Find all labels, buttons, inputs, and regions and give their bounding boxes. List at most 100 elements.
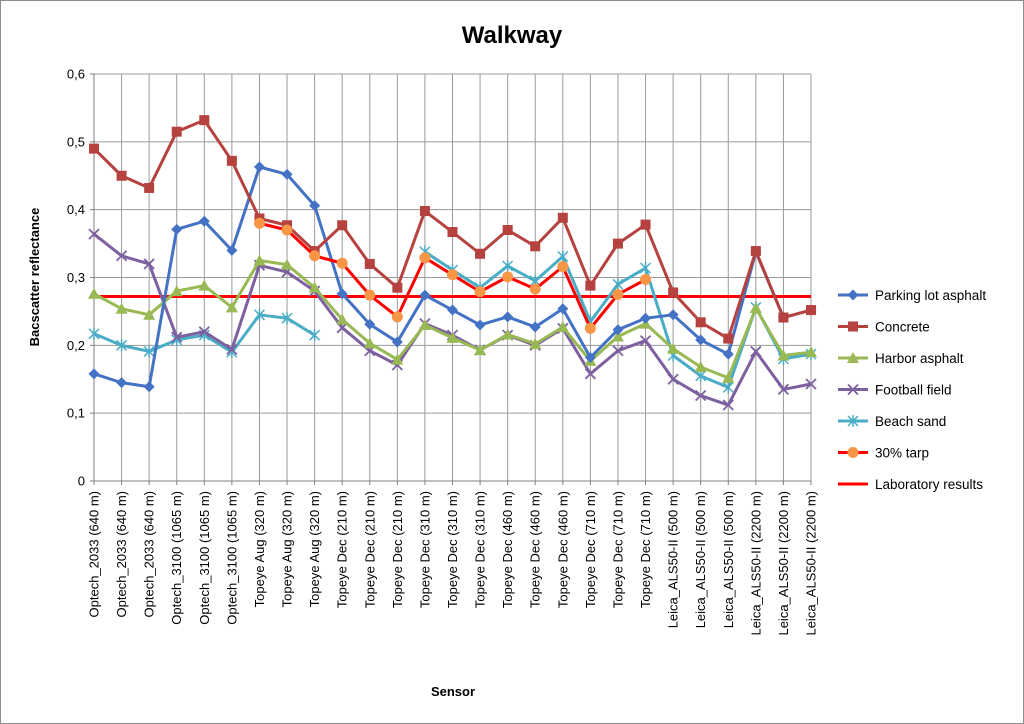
point-marker — [612, 324, 624, 336]
legend-label: Football field — [875, 383, 952, 398]
y-axis-ticks: 0 0,1 0,2 0,3 0,4 0,5 0,6 — [67, 67, 94, 489]
x-tick-label: Leica_ALS50-II (500 m) — [721, 491, 736, 628]
x-tick-label: Topeye Dec (210 m) — [335, 491, 350, 608]
point-marker — [391, 336, 403, 348]
x-tick-label: Topeye Dec (210 m) — [362, 491, 377, 608]
point-marker — [847, 447, 859, 458]
point-marker — [584, 368, 597, 380]
x-tick-label: Topeye Dec (210 m) — [390, 491, 405, 608]
point-marker — [337, 220, 348, 231]
point-marker — [848, 321, 858, 332]
point-marker — [253, 217, 265, 229]
point-marker — [419, 206, 430, 217]
legend-item: Harbor asphalt — [838, 351, 964, 366]
point-marker — [336, 313, 349, 325]
point-marker — [777, 383, 790, 396]
point-marker — [695, 389, 707, 402]
point-marker — [89, 143, 99, 154]
y-tick-label: 0 — [78, 474, 85, 489]
point-marker — [446, 331, 459, 343]
point-marker — [281, 168, 293, 180]
point-marker — [750, 246, 761, 257]
series-layer — [88, 115, 817, 411]
point-marker — [88, 228, 100, 240]
y-axis-title: Bacscatter reflectance — [27, 208, 42, 347]
point-marker — [502, 259, 514, 272]
point-marker — [447, 227, 458, 238]
x-tick-label: Topeye Dec (710 m) — [610, 491, 625, 608]
point-marker — [364, 289, 376, 301]
point-marker — [557, 212, 568, 223]
legend-item: 30% tarp — [838, 446, 929, 461]
x-tick-label: Leica_ALS50-II (500 m) — [693, 491, 708, 628]
point-marker — [363, 337, 376, 349]
point-marker — [557, 303, 569, 315]
point-marker — [225, 301, 238, 313]
x-tick-label: Topeye Dec (310 m) — [445, 491, 460, 608]
point-marker — [143, 345, 155, 358]
point-marker — [364, 258, 375, 269]
point-marker — [309, 329, 321, 342]
point-marker — [419, 289, 431, 301]
point-marker — [722, 399, 734, 411]
point-marker — [116, 377, 128, 389]
point-marker — [198, 279, 211, 291]
point-marker — [170, 285, 183, 297]
x-tick-label: Leica_ALS50-II (2200 m) — [804, 491, 819, 636]
point-marker — [309, 250, 321, 262]
point-marker — [115, 250, 128, 262]
legend-item: Concrete — [838, 320, 930, 335]
x-tick-label: Optech_3100 (1065 m) — [169, 491, 184, 625]
legend-item: Parking lot asphalt — [838, 288, 986, 303]
legend-label: Concrete — [875, 320, 930, 335]
point-marker — [364, 318, 376, 330]
y-tick-label: 0,2 — [67, 338, 85, 353]
point-marker — [116, 170, 127, 181]
point-marker — [447, 304, 458, 316]
x-tick-label: Leica_ALS50-II (500 m) — [666, 491, 681, 628]
point-marker — [695, 317, 706, 328]
point-marker — [695, 334, 707, 346]
point-marker — [115, 302, 128, 314]
point-marker — [722, 381, 734, 394]
point-marker — [556, 321, 569, 333]
point-marker — [391, 311, 403, 323]
point-marker — [336, 257, 348, 269]
point-marker — [474, 286, 486, 298]
point-marker — [667, 342, 680, 354]
point-marker — [612, 345, 624, 357]
point-marker — [502, 311, 514, 323]
point-marker — [805, 346, 817, 358]
x-tick-label: Topeye Aug (320 m) — [252, 491, 267, 607]
point-marker — [612, 278, 624, 291]
point-marker — [419, 252, 431, 264]
series-30-tarp — [253, 217, 652, 334]
point-marker — [281, 258, 294, 270]
x-tick-label: Optech_2033 (640 m) — [142, 491, 157, 617]
point-marker — [847, 383, 859, 396]
point-marker — [143, 258, 155, 270]
point-marker — [199, 115, 210, 126]
point-marker — [529, 337, 542, 349]
point-marker — [805, 378, 817, 390]
x-tick-label: Optech_2033 (640 m) — [114, 491, 129, 617]
point-marker — [253, 254, 266, 266]
legend-label: Parking lot asphalt — [875, 288, 986, 303]
y-tick-label: 0,1 — [67, 406, 85, 421]
point-marker — [694, 361, 707, 373]
point-marker — [585, 280, 596, 291]
point-marker — [806, 305, 816, 316]
point-marker — [667, 373, 679, 385]
point-marker — [557, 250, 569, 263]
point-marker — [309, 200, 321, 212]
point-marker — [253, 161, 265, 173]
point-marker — [253, 308, 265, 321]
point-marker — [611, 330, 624, 342]
point-marker — [171, 126, 182, 137]
point-marker — [392, 282, 403, 293]
point-marker — [722, 348, 734, 360]
point-marker — [612, 288, 624, 300]
point-marker — [502, 225, 513, 236]
point-marker — [198, 215, 210, 227]
